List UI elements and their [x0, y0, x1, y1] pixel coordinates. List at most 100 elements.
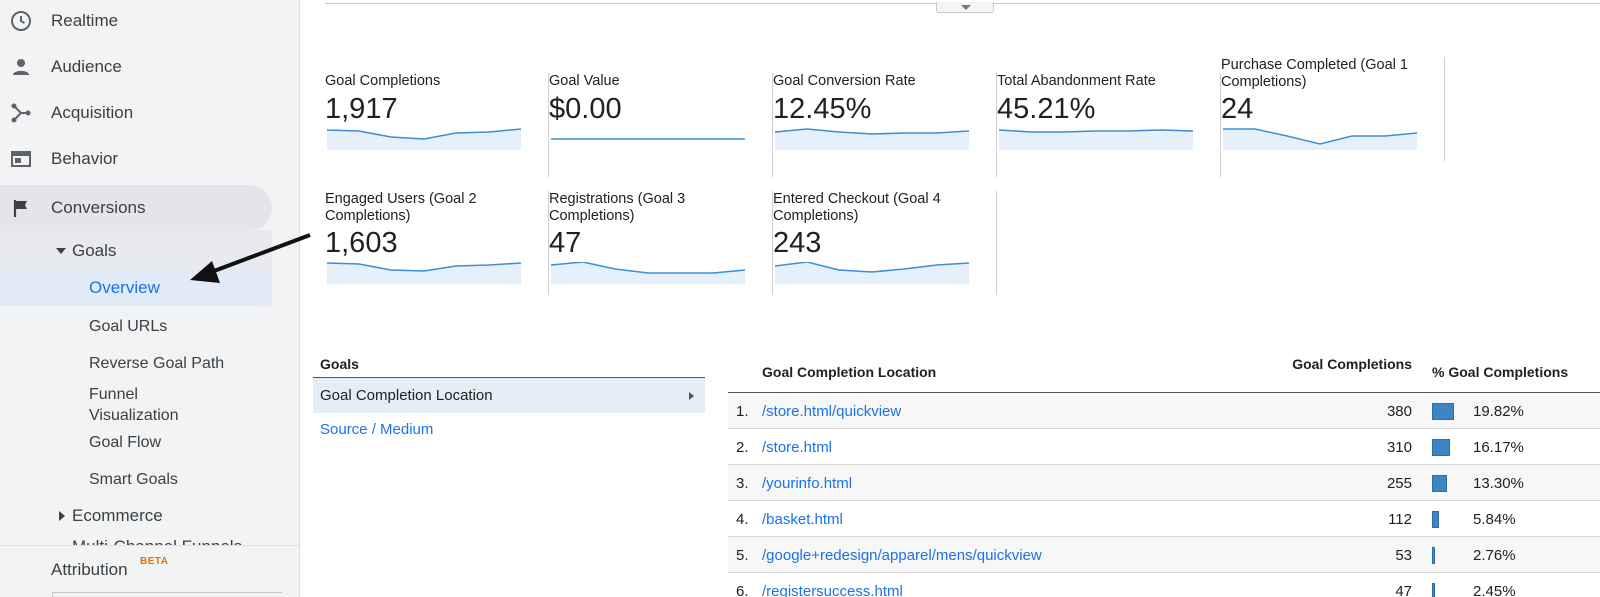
sparkline: [551, 138, 745, 140]
card-title: Goal Value: [549, 73, 620, 89]
table-row: 2. /store.html 310 16.17%: [728, 429, 1600, 465]
sparkline: [999, 129, 1194, 150]
card-total-abandonment-rate[interactable]: Total Abandonment Rate 45.21%: [997, 73, 1221, 177]
sidebar-item-label: Audience: [51, 57, 122, 76]
card-entered-checkout[interactable]: Entered Checkout (Goal 4 Completions) 24…: [773, 191, 997, 295]
column-header-percent[interactable]: % Goal Completions: [1432, 364, 1569, 380]
sidebar-item-funnel-visualization[interactable]: Funnel Visualization: [0, 382, 272, 426]
row-location-link[interactable]: /yourinfo.html: [762, 475, 853, 492]
sidebar-item-overview[interactable]: Overview: [0, 269, 272, 306]
sidebar-item-label: Behavior: [51, 149, 119, 168]
sparkline: [1223, 128, 1418, 150]
row-percent-bar: [1432, 475, 1447, 492]
row-completions: 47: [1395, 583, 1412, 597]
person-icon: [10, 56, 32, 78]
card-engaged-users[interactable]: Engaged Users (Goal 2 Completions) 1,603: [325, 191, 549, 295]
row-completions: 310: [1386, 439, 1412, 456]
row-percent-bar: [1432, 439, 1450, 456]
flag-icon: [10, 197, 32, 219]
sidebar-item-label: Funnel Visualization: [89, 386, 179, 424]
row-completions: 380: [1386, 403, 1412, 420]
sidebar-item-realtime[interactable]: Realtime: [0, 0, 272, 44]
sidebar-item-goals[interactable]: Goals: [0, 238, 272, 264]
sidebar-item-label: Attribution: [51, 560, 128, 579]
beta-badge: BETA: [140, 556, 169, 567]
sidebar-item-label: Reverse Goal Path: [89, 354, 225, 372]
sidebar-item-label: Smart Goals: [89, 470, 178, 488]
sidebar-item-conversions[interactable]: Conversions: [0, 185, 272, 231]
dimension-goal-completion-location[interactable]: Goal Completion Location: [313, 378, 705, 413]
sidebar-item-label: Overview: [89, 277, 160, 297]
table-row: 5. /google+redesign/apparel/mens/quickvie…: [728, 537, 1600, 573]
card-title: Goal Conversion Rate: [773, 73, 916, 89]
sidebar-item-acquisition[interactable]: Acquisition: [0, 90, 272, 136]
card-value: 243: [773, 227, 822, 259]
behavior-icon: [10, 148, 32, 170]
divider: [728, 392, 1600, 393]
dimension-header: Goals: [320, 356, 359, 372]
sparkline: [327, 262, 522, 284]
chevron-right-icon: [689, 391, 694, 400]
row-location-link[interactable]: /store.html/quickview: [762, 403, 902, 420]
row-percent-bar: [1432, 511, 1439, 528]
card-goal-conversion-rate[interactable]: Goal Conversion Rate 12.45%: [773, 73, 997, 177]
sidebar-item-label: Goal Flow: [89, 433, 162, 451]
row-location-link[interactable]: /store.html: [762, 439, 833, 456]
column-header-location[interactable]: Goal Completion Location: [762, 364, 937, 380]
row-location-link[interactable]: /basket.html: [762, 511, 843, 528]
sidebar-item-audience[interactable]: Audience: [0, 44, 272, 90]
acquisition-icon: [10, 102, 32, 124]
column-header-completions[interactable]: Goal Completions: [1292, 356, 1412, 372]
row-percent: 19.82%: [1473, 403, 1524, 420]
card-goal-completions[interactable]: Goal Completions 1,917: [325, 73, 549, 177]
sidebar-item-label: Acquisition: [51, 103, 134, 122]
dimension-label: Goal Completion Location: [320, 387, 493, 404]
card-value: 1,603: [325, 227, 398, 259]
sparkline: [327, 128, 522, 150]
card-title: Entered Checkout (Goal 4 Completions): [773, 191, 941, 224]
card-value: $0.00: [549, 93, 622, 125]
card-title: Engaged Users (Goal 2 Completions): [325, 191, 477, 224]
sidebar-item-label: Goal URLs: [89, 317, 168, 335]
card-goal-value[interactable]: Goal Value $0.00: [549, 73, 773, 177]
divider: [313, 377, 705, 378]
sidebar-item-reverse-goal-path[interactable]: Reverse Goal Path: [0, 351, 272, 375]
sidebar-item-attribution[interactable]: Attribution BETA: [0, 545, 299, 597]
card-value: 1,917: [325, 93, 398, 125]
card-value: 24: [1221, 93, 1254, 125]
row-index: 4.: [736, 511, 749, 528]
divider: [52, 592, 53, 597]
row-percent: 2.76%: [1473, 547, 1516, 564]
caret-right-icon: [59, 511, 65, 521]
divider: [52, 592, 282, 593]
table-row: 1. /store.html/quickview 380 19.82%: [728, 393, 1600, 429]
card-title: Purchase Completed (Goal 1 Completions): [1221, 57, 1408, 90]
row-index: 5.: [736, 547, 749, 564]
sidebar-item-goal-urls[interactable]: Goal URLs: [0, 314, 272, 338]
card-value: 47: [549, 227, 582, 259]
collapse-toggle[interactable]: [936, 2, 994, 13]
card-title: Registrations (Goal 3 Completions): [549, 191, 686, 224]
card-registrations[interactable]: Registrations (Goal 3 Completions) 47: [549, 191, 773, 295]
sparkline: [551, 262, 746, 284]
card-purchase-completed[interactable]: Purchase Completed (Goal 1 Completions) …: [1221, 57, 1445, 161]
sidebar-item-behavior[interactable]: Behavior: [0, 136, 272, 182]
row-percent-bar: [1432, 547, 1435, 564]
sidebar-item-smart-goals[interactable]: Smart Goals: [0, 467, 272, 491]
dimension-source-medium[interactable]: Source / Medium: [320, 421, 434, 438]
sidebar-item-ecommerce[interactable]: Ecommerce: [0, 504, 272, 528]
sidebar-item-multi-channel[interactable]: Multi-Channel Funnels: [72, 538, 242, 546]
sidebar-item-label: Conversions: [51, 198, 146, 217]
row-percent: 5.84%: [1473, 511, 1516, 528]
row-percent: 13.30%: [1473, 475, 1524, 492]
sidebar-item-label: Realtime: [51, 11, 119, 30]
row-location-link[interactable]: /registersuccess.html: [762, 583, 903, 597]
row-location-link[interactable]: /google+redesign/apparel/mens/quickview: [762, 547, 1042, 564]
sidebar-item-goal-flow[interactable]: Goal Flow: [0, 430, 272, 454]
sparkline: [775, 128, 970, 150]
table-row: 4. /basket.html 112 5.84%: [728, 501, 1600, 537]
card-title: Goal Completions: [325, 73, 441, 89]
row-percent: 16.17%: [1473, 439, 1524, 456]
row-percent: 2.45%: [1473, 583, 1516, 597]
card-value: 45.21%: [997, 93, 1096, 125]
